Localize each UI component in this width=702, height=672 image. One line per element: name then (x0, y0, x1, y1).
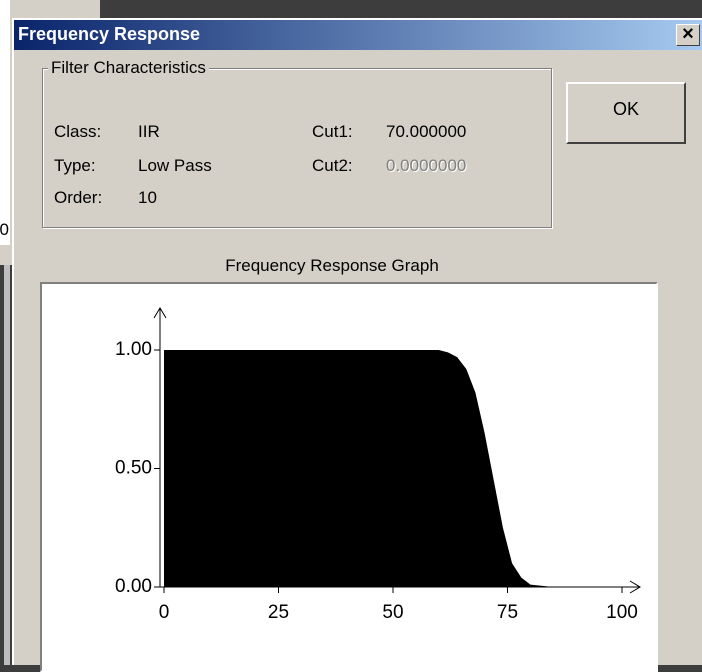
ok-button[interactable]: OK (566, 82, 686, 144)
y-tick-label: 1.00 (115, 339, 152, 360)
field-label: Cut1: (312, 122, 353, 141)
group-title: Filter Characteristics (48, 58, 209, 78)
field-label: Class: (54, 122, 102, 141)
x-arrow (629, 580, 641, 594)
field-value: 70.000000 (386, 122, 467, 141)
x-tick-label: 75 (497, 602, 518, 623)
back-window-panel (0, 0, 10, 245)
graph-title: Frequency Response Graph (225, 256, 439, 275)
response-area (164, 350, 622, 587)
close-button[interactable]: × (676, 24, 700, 46)
field-value-disabled: 0.0000000 (386, 156, 467, 175)
y-tick-label: 0.50 (115, 458, 152, 479)
back-strip (4, 265, 10, 665)
x-tick-label: 0 (159, 602, 170, 623)
title: Frequency Response (18, 24, 201, 44)
title-bar (14, 20, 702, 50)
field-label: Type: (54, 156, 96, 175)
x-tick-label: 25 (268, 602, 289, 623)
field-value: Low Pass (138, 156, 212, 175)
field-label: Order: (54, 188, 103, 207)
y-arrow (153, 307, 167, 319)
field-label: Cut2: (312, 156, 353, 175)
y-tick-label: 0.00 (115, 576, 152, 597)
x-tick-label: 100 (606, 602, 638, 623)
x-tick-label: 50 (382, 602, 403, 623)
field-value: 10 (138, 188, 157, 207)
group-box (42, 68, 552, 228)
back-text: 00 (0, 220, 9, 239)
dialog: Frequency Response × Filter Characterist… (12, 18, 702, 672)
field-value: IIR (138, 122, 160, 141)
